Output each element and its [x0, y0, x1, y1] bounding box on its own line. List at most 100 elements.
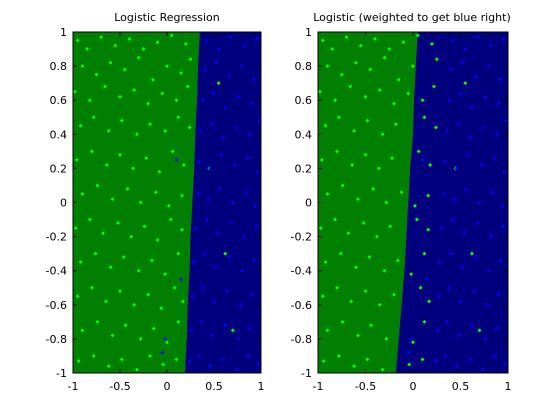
- scatter-point: [354, 265, 358, 270]
- scatter-point: [466, 152, 471, 157]
- scatter-point: [151, 326, 156, 331]
- scatter-point: [365, 118, 370, 123]
- scatter-point: [106, 364, 111, 369]
- scatter-point: [447, 98, 452, 103]
- scatter-point: [365, 357, 370, 362]
- scatter-point: [450, 217, 455, 222]
- scatter-point: [392, 101, 396, 106]
- scatter-point: [350, 162, 355, 167]
- scatter-point: [236, 94, 241, 99]
- scatter-point: [146, 292, 151, 297]
- scatter-point: [225, 289, 230, 294]
- scatter-point: [409, 336, 414, 341]
- scatter-point: [319, 157, 324, 162]
- scatter-point: [202, 251, 207, 256]
- scatter-point: [320, 294, 325, 299]
- y-tick-label: 0.2: [295, 162, 313, 175]
- scatter-point: [377, 302, 382, 307]
- scatter-point: [131, 166, 136, 171]
- scatter-point: [325, 64, 330, 69]
- scatter-point: [118, 94, 122, 99]
- scatter-point: [420, 357, 425, 362]
- scatter-point: [174, 157, 179, 162]
- scatter-point: [89, 285, 94, 290]
- scatter-point: [373, 36, 377, 41]
- scatter-point: [422, 115, 427, 120]
- scatter-point: [382, 268, 387, 273]
- scatter-point: [336, 353, 341, 358]
- scatter-point: [160, 91, 165, 96]
- x-tick-label: 1: [258, 380, 265, 393]
- scatter-point: [85, 47, 90, 52]
- y-tick-label: 1: [60, 26, 67, 39]
- scatter-point: [340, 183, 345, 188]
- scatter-point: [501, 224, 506, 229]
- scatter-point: [148, 122, 153, 127]
- scatter-point: [138, 200, 143, 205]
- scatter-point: [116, 220, 121, 225]
- scatter-point: [414, 217, 419, 222]
- scatter-point: [148, 353, 153, 358]
- scatter-point: [108, 265, 113, 270]
- scatter-point: [247, 132, 252, 137]
- scatter-point: [415, 33, 420, 38]
- scatter-point: [74, 157, 79, 162]
- scatter-point: [335, 149, 339, 154]
- scatter-point: [72, 89, 77, 94]
- scatter-point: [165, 340, 169, 345]
- x-tick-label: -0.5: [109, 380, 130, 393]
- scatter-point: [119, 357, 124, 362]
- scatter-point: [475, 220, 480, 225]
- green-points-series: [72, 33, 235, 372]
- scatter-point: [110, 333, 115, 338]
- scatter-point: [234, 125, 239, 130]
- y-tick-label: 1: [305, 26, 312, 39]
- scatter-point: [338, 251, 343, 256]
- scatter-point: [390, 156, 395, 161]
- scatter-point: [103, 299, 108, 304]
- scatter-point: [384, 200, 389, 205]
- scatter-point: [434, 57, 439, 62]
- scatter-point: [443, 353, 448, 358]
- chart-title: Logistic (weighted to get blue right): [313, 11, 510, 24]
- scatter-point: [210, 333, 215, 338]
- scatter-point: [155, 40, 160, 45]
- scatter-point: [430, 41, 434, 46]
- scatter-point: [196, 159, 201, 164]
- plot-area: [317, 32, 509, 373]
- scatter-point: [469, 105, 474, 110]
- scatter-point: [487, 268, 491, 273]
- scatter-point: [437, 260, 442, 265]
- scatter-point: [125, 186, 130, 191]
- scatter-point: [449, 251, 453, 256]
- scatter-point: [388, 224, 393, 229]
- scatter-point: [247, 326, 252, 331]
- scatter-point: [426, 193, 431, 198]
- scatter-point: [483, 336, 488, 341]
- scatter-point: [445, 319, 450, 324]
- scatter-point: [179, 277, 184, 282]
- scatter-point: [190, 294, 195, 299]
- scatter-point: [473, 255, 478, 260]
- scatter-point: [460, 265, 465, 270]
- scatter-point: [456, 122, 461, 127]
- y-tick-label: -0.8: [46, 333, 67, 346]
- scatter-point: [368, 67, 373, 72]
- scatter-point: [363, 152, 368, 157]
- scatter-point: [393, 122, 398, 127]
- scatter-point: [416, 149, 421, 154]
- scatter-point: [189, 328, 194, 333]
- scatter-point: [456, 333, 461, 338]
- y-tick-label: -0.8: [291, 333, 312, 346]
- scatter-point: [118, 152, 122, 157]
- scatter-point: [129, 234, 134, 239]
- scatter-point: [232, 162, 237, 167]
- scatter-point: [161, 362, 166, 367]
- scatter-point: [75, 38, 80, 43]
- scatter-point: [377, 87, 382, 92]
- scatter-point: [321, 359, 326, 364]
- plot-area: [72, 32, 262, 373]
- scatter-point: [228, 35, 233, 40]
- scatter-point: [91, 353, 96, 358]
- scatter-point: [119, 118, 124, 123]
